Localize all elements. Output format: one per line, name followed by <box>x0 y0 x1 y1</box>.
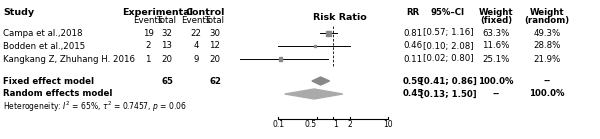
Text: 25.1%: 25.1% <box>482 54 509 64</box>
Text: 0.81: 0.81 <box>403 28 422 38</box>
Text: 63.3%: 63.3% <box>482 28 509 38</box>
Text: Experimental: Experimental <box>122 8 193 17</box>
Text: Kangkang Z, Zhuhang H. 2016: Kangkang Z, Zhuhang H. 2016 <box>3 54 135 64</box>
Text: Control: Control <box>186 8 225 17</box>
Text: Weight: Weight <box>530 8 565 17</box>
Text: Fixed effect model: Fixed effect model <box>3 76 94 85</box>
Bar <box>326 30 331 35</box>
Text: Study: Study <box>3 8 34 17</box>
Text: 10: 10 <box>383 120 392 129</box>
Text: --: -- <box>544 76 551 85</box>
Polygon shape <box>312 77 329 85</box>
Text: [0.41; 0.86]: [0.41; 0.86] <box>419 76 476 85</box>
Text: 19: 19 <box>143 28 154 38</box>
Text: 62: 62 <box>209 76 221 85</box>
Text: 2: 2 <box>145 42 151 50</box>
Text: Bodden et al.,2015: Bodden et al.,2015 <box>3 42 85 50</box>
Text: [0.13; 1.50]: [0.13; 1.50] <box>419 90 476 99</box>
Text: 22: 22 <box>191 28 202 38</box>
Text: 12: 12 <box>209 42 221 50</box>
Text: 32: 32 <box>161 28 173 38</box>
Bar <box>279 57 283 61</box>
Text: 0.5: 0.5 <box>305 120 317 129</box>
Text: 100.0%: 100.0% <box>529 90 565 99</box>
Text: 20: 20 <box>209 54 221 64</box>
Text: Total: Total <box>157 16 177 25</box>
Text: [0.02; 0.80]: [0.02; 0.80] <box>422 54 473 64</box>
Text: Heterogeneity: $I^2$ = 65%, $\tau^2$ = 0.7457, $p$ = 0.06: Heterogeneity: $I^2$ = 65%, $\tau^2$ = 0… <box>3 100 187 114</box>
Text: 11.6%: 11.6% <box>482 42 509 50</box>
Text: 1: 1 <box>333 120 338 129</box>
Polygon shape <box>284 89 343 99</box>
Text: 65: 65 <box>161 76 173 85</box>
Text: 1: 1 <box>145 54 151 64</box>
Text: 20: 20 <box>161 54 173 64</box>
Text: Campa et al.,2018: Campa et al.,2018 <box>3 28 83 38</box>
Text: Events: Events <box>181 16 211 25</box>
Text: 95%–CI: 95%–CI <box>431 8 465 17</box>
Text: [0.57; 1.16]: [0.57; 1.16] <box>422 28 473 38</box>
Text: (fixed): (fixed) <box>480 16 512 25</box>
Text: 0.11: 0.11 <box>403 54 422 64</box>
Text: 0.1: 0.1 <box>272 120 284 129</box>
Text: 0.46: 0.46 <box>403 42 422 50</box>
Text: 30: 30 <box>209 28 221 38</box>
Bar <box>314 45 316 47</box>
Text: Weight: Weight <box>479 8 514 17</box>
Text: --: -- <box>493 90 500 99</box>
Text: Events: Events <box>133 16 163 25</box>
Text: 49.3%: 49.3% <box>533 28 560 38</box>
Text: 0.45: 0.45 <box>403 90 424 99</box>
Text: 2: 2 <box>347 120 352 129</box>
Text: (random): (random) <box>524 16 569 25</box>
Text: 0.59: 0.59 <box>403 76 424 85</box>
Text: 100.0%: 100.0% <box>478 76 514 85</box>
Text: Risk Ratio: Risk Ratio <box>313 13 367 22</box>
Text: Random effects model: Random effects model <box>3 90 112 99</box>
Text: 13: 13 <box>161 42 173 50</box>
Text: 21.9%: 21.9% <box>533 54 560 64</box>
Text: RR: RR <box>406 8 419 17</box>
Text: [0.10; 2.08]: [0.10; 2.08] <box>422 42 473 50</box>
Text: 28.8%: 28.8% <box>533 42 560 50</box>
Text: Total: Total <box>205 16 225 25</box>
Text: 9: 9 <box>193 54 199 64</box>
Text: 4: 4 <box>193 42 199 50</box>
